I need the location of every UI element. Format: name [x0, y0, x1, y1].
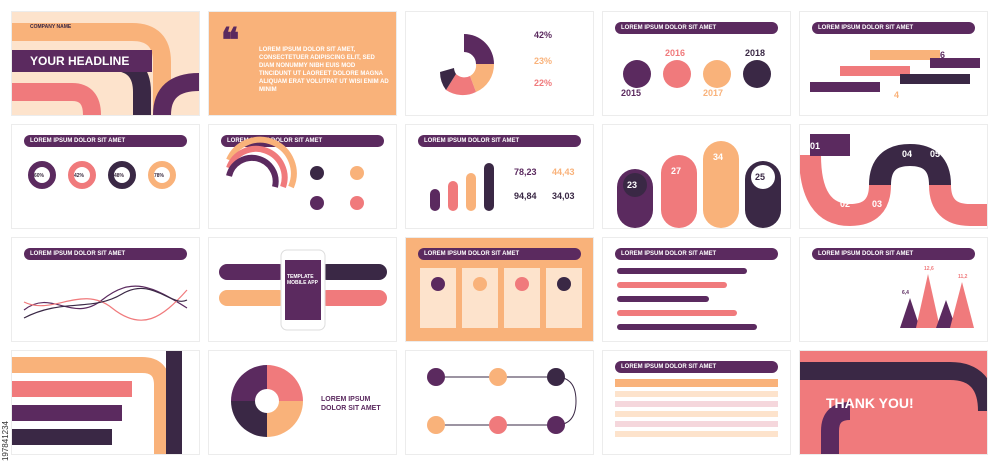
bar-val-2: 44,43	[552, 167, 575, 177]
pct-1: 42%	[534, 30, 553, 40]
slide-stacked-ribbons[interactable]	[12, 351, 199, 454]
ring-2-label: 42%	[74, 173, 85, 179]
step-4: 4	[894, 90, 900, 100]
slide-donut[interactable]: LOREM IPSUM DOLOR SIT AMET	[209, 351, 396, 454]
pillar-3: 34	[713, 152, 724, 162]
company-name: COMPANY NAME	[30, 24, 72, 30]
slide-title-bar: LOREM IPSUM DOLOR SIT AMET	[24, 135, 187, 147]
peak-val-3: 11,2	[958, 274, 968, 280]
stock-id: 197841234	[1, 420, 10, 461]
ribbons	[12, 351, 182, 454]
step-5: 5	[910, 74, 916, 84]
quote-text: LOREM IPSUM DOLOR SIT AMET, CONSECTETUER…	[259, 47, 389, 93]
peak-val-1: 12,6	[924, 266, 934, 272]
slide-snake[interactable]: 01 02 03 04 05	[800, 125, 987, 228]
slide-line-chart[interactable]: LOREM IPSUM DOLOR SIT AMET	[12, 238, 199, 341]
slide-grid: COMPANY NAME YOUR HEADLINE ❝ LOREM IPSUM…	[12, 12, 988, 454]
slide-table[interactable]: LOREM IPSUM DOLOR SIT AMET	[603, 351, 790, 454]
slide-title-bar: LOREM IPSUM DOLOR SIT AMET	[615, 248, 778, 260]
slide-thank-you[interactable]: THANK YOU!	[800, 351, 987, 454]
slide-four-cards[interactable]: LOREM IPSUM DOLOR SIT AMET	[406, 238, 593, 341]
bar-chart	[430, 163, 494, 211]
ring-3-label: 48%	[114, 173, 125, 179]
slide-hbars[interactable]: LOREM IPSUM DOLOR SIT AMET	[603, 238, 790, 341]
thanks-ribbons	[800, 362, 987, 454]
bar-val-3: 94,84	[514, 191, 537, 201]
pct-3: 22%	[534, 78, 553, 88]
arc-rings	[226, 136, 364, 210]
snake-02: 02	[840, 199, 851, 209]
slide-four-pct[interactable]: LOREM IPSUM DOLOR SIT AMET 60% 42% 48% 7…	[12, 125, 199, 228]
slide-title-bar: LOREM IPSUM DOLOR SIT AMET	[24, 248, 187, 260]
half-donut-chart	[440, 34, 495, 96]
thank-you-text: THANK YOU!	[826, 395, 914, 411]
step-blocks	[810, 50, 980, 92]
ring-1-label: 60%	[34, 173, 45, 179]
peak-chart	[900, 274, 974, 328]
slide-title-bar: LOREM IPSUM DOLOR SIT AMET	[418, 135, 581, 147]
line-chart	[23, 285, 188, 321]
pct-rings	[28, 161, 176, 189]
mobile-layout	[219, 249, 387, 331]
snake-03: 03	[872, 199, 883, 209]
cards	[420, 268, 582, 328]
year-2018: 2018	[745, 48, 766, 58]
step-6: 6	[940, 50, 946, 60]
slide-peaks[interactable]: LOREM IPSUM DOLOR SIT AMET 12,6 6,4 11,2	[800, 238, 987, 341]
year-2016: 2016	[665, 48, 686, 58]
pillar-1: 23	[627, 180, 638, 190]
step-3: 3	[872, 50, 878, 60]
slide-quote[interactable]: ❝ LOREM IPSUM DOLOR SIT AMET, CONSECTETU…	[209, 12, 396, 115]
step-2: 2	[842, 66, 848, 76]
slide-title-bar: LOREM IPSUM DOLOR SIT AMET	[812, 22, 975, 34]
year-2017: 2017	[703, 88, 724, 98]
snake-path	[800, 134, 987, 227]
slide-pillars[interactable]: 23 27 34 25	[603, 125, 790, 228]
timeline-circles	[623, 60, 771, 88]
snake-01: 01	[810, 141, 821, 151]
donut-text: LOREM IPSUM DOLOR SIT AMET	[321, 396, 381, 412]
process-flow	[427, 368, 577, 434]
bar-val-1: 78,23	[514, 167, 537, 177]
slide-title-bar: LOREM IPSUM DOLOR SIT AMET	[418, 248, 581, 260]
slide-title-bar: LOREM IPSUM DOLOR SIT AMET	[615, 22, 778, 34]
snake-04: 04	[902, 149, 913, 159]
quote-mark-icon: ❝	[221, 22, 240, 60]
step-1: 1	[812, 82, 818, 92]
slide-half-donut[interactable]: 42% 23% 22%	[406, 12, 593, 115]
slide-steps[interactable]: LOREM IPSUM DOLOR SIT AMET 1 2 3 4 5 6	[800, 12, 987, 115]
peak-val-2: 6,4	[902, 290, 909, 296]
pillar-2: 27	[671, 166, 682, 176]
bar-val-4: 34,03	[552, 191, 575, 201]
horizontal-bars	[617, 268, 757, 330]
headline: YOUR HEADLINE	[30, 54, 130, 68]
slide-title[interactable]: COMPANY NAME YOUR HEADLINE	[12, 12, 199, 115]
year-2015: 2015	[621, 88, 642, 98]
slide-arc-rings[interactable]: LOREM IPSUM DOLOR SIT AMET	[209, 125, 396, 228]
pillar-4: 25	[755, 172, 766, 182]
table-rows	[615, 379, 778, 437]
slide-title-bar: LOREM IPSUM DOLOR SIT AMET	[812, 248, 975, 260]
slide-bars[interactable]: LOREM IPSUM DOLOR SIT AMET 78,23 44,43 9…	[406, 125, 593, 228]
slide-timeline[interactable]: LOREM IPSUM DOLOR SIT AMET 2015 2016 201…	[603, 12, 790, 115]
pct-2: 23%	[534, 56, 553, 66]
app-title: TEMPLATE MOBILE APP	[287, 274, 318, 286]
donut-chart	[231, 365, 303, 437]
pillars	[617, 141, 781, 228]
ring-4-label: 78%	[154, 173, 165, 179]
slide-process[interactable]	[406, 351, 593, 454]
snake-05: 05	[930, 149, 941, 159]
slide-title-bar: LOREM IPSUM DOLOR SIT AMET	[615, 361, 778, 373]
slide-mobile-app[interactable]: TEMPLATE MOBILE APP	[209, 238, 396, 341]
title-ribbons	[12, 23, 199, 115]
